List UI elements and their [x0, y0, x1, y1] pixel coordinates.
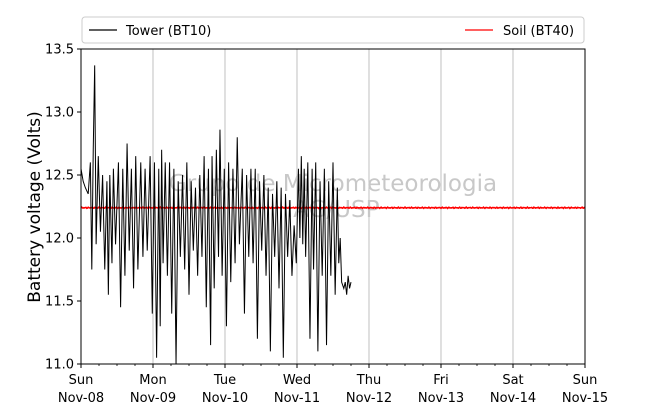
legend-tower-label: Tower (BT10)	[125, 24, 211, 39]
y-tick-label: 13.0	[45, 106, 74, 121]
y-tick-label: 12.0	[45, 232, 74, 247]
x-tick-day-label: Sun	[573, 373, 598, 388]
y-tick-label: 12.5	[45, 169, 74, 184]
x-tick-date-label: Nov-13	[418, 391, 464, 406]
y-tick-label: 13.5	[45, 43, 74, 58]
tower-bt10-line	[81, 65, 352, 364]
x-tick-date-label: Nov-08	[58, 391, 104, 406]
x-tick-date-label: Nov-09	[130, 391, 176, 406]
x-tick-day-label: Tue	[213, 373, 236, 388]
x-tick-day-label: Thu	[356, 373, 381, 388]
x-tick-date-label: Nov-11	[274, 391, 320, 406]
x-tick-date-label: Nov-15	[562, 391, 608, 406]
x-tick-date-label: Nov-10	[202, 391, 248, 406]
x-axis: Sun Nov-08 Mon Nov-09 Tue Nov-10 Wed Nov-11 Thu N…	[58, 364, 608, 406]
grid-layer	[152, 49, 514, 364]
y-axis: 11.0 11.5 12.0 12.5 13.0 13.5	[45, 43, 81, 373]
y-axis-label: Battery voltage (Volts)	[25, 111, 45, 302]
x-tick-day-label: Mon	[139, 373, 166, 388]
soil-bt40-line	[81, 206, 585, 210]
series-layer	[81, 65, 585, 364]
x-tick-day-label: Fri	[433, 373, 449, 388]
x-tick-day-label: Wed	[283, 373, 311, 388]
x-tick-day-label: Sun	[69, 373, 94, 388]
y-tick-label: 11.5	[45, 295, 74, 310]
x-tick-date-label: Nov-14	[490, 391, 536, 406]
legend-box	[81, 16, 585, 44]
x-tick-date-label: Nov-12	[346, 391, 392, 406]
y-tick-label: 11.0	[45, 358, 74, 373]
legend-soil-label: Soil (BT40)	[503, 24, 574, 39]
x-tick-day-label: Sat	[502, 373, 523, 388]
legend: Tower (BT10) Soil (BT40)	[81, 16, 585, 44]
